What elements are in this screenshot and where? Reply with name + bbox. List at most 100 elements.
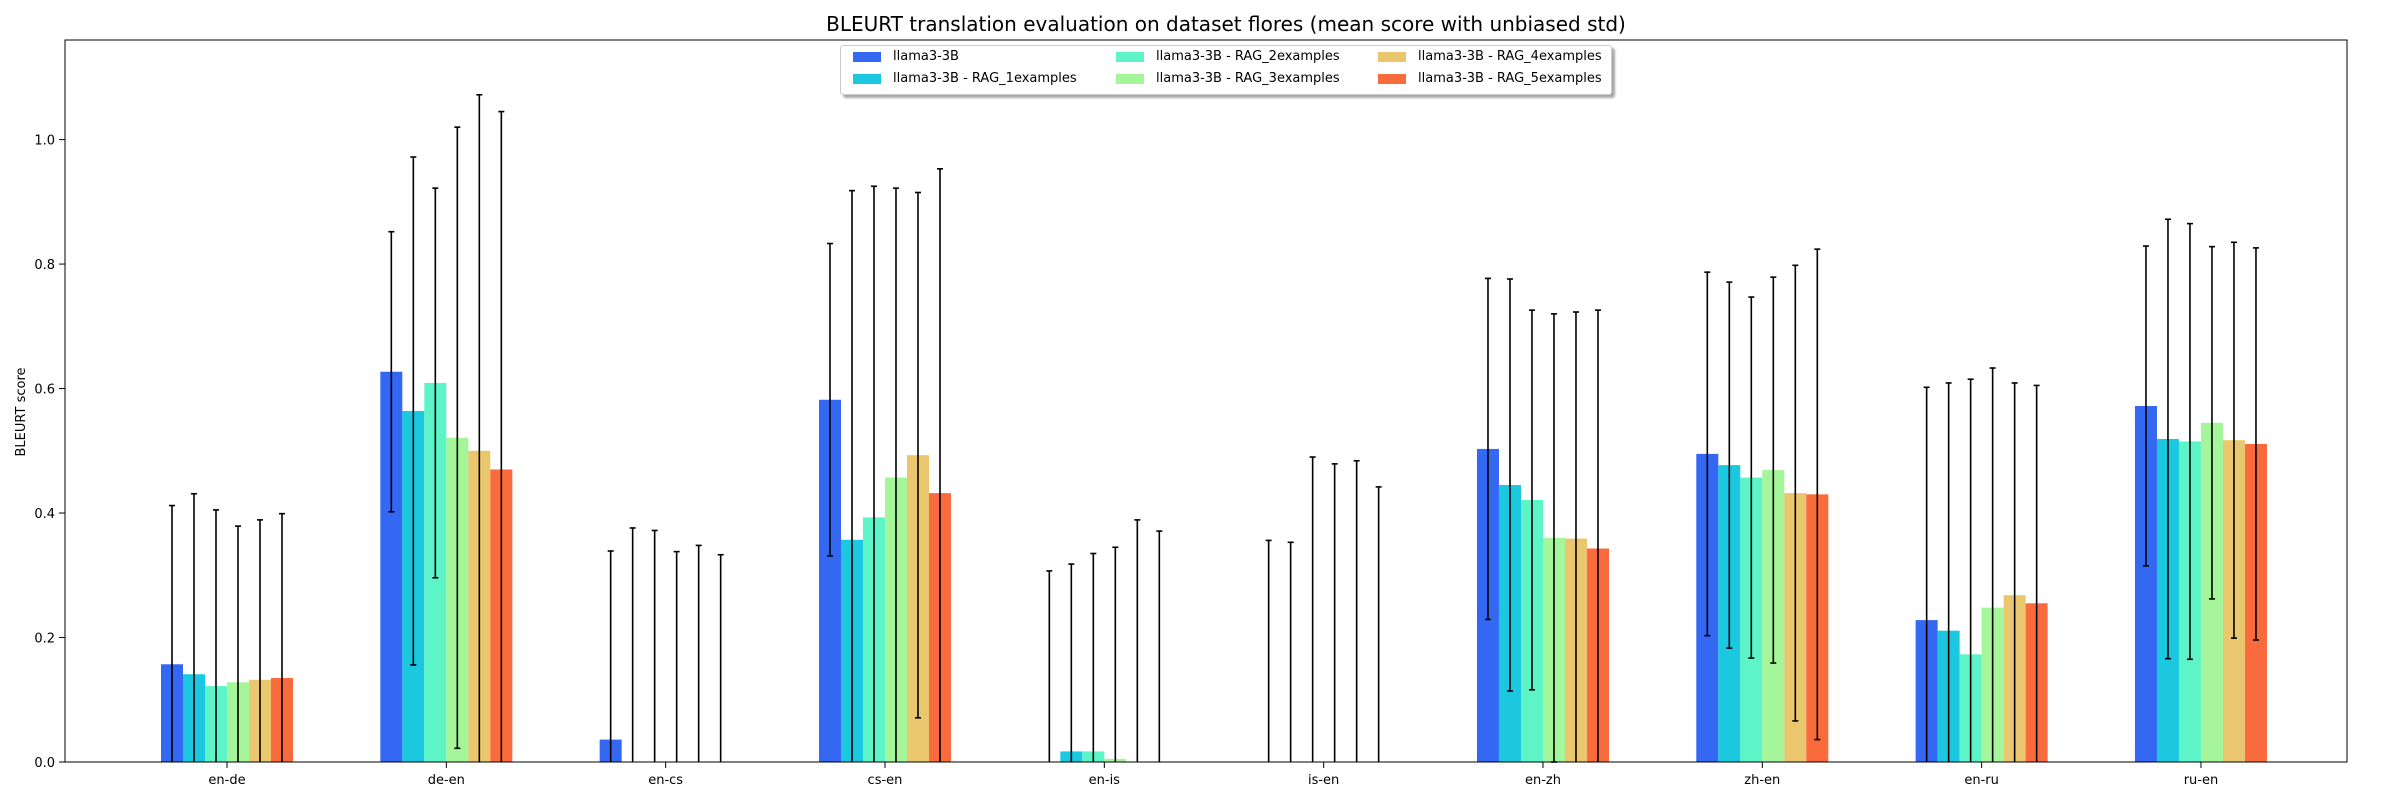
legend-label: llama3-3B - RAG_2examples	[1156, 49, 1340, 64]
error-bar	[607, 550, 614, 762]
legend-label: llama3-3B	[893, 49, 959, 64]
error-bar	[1375, 486, 1382, 762]
error-bar	[2252, 247, 2259, 641]
error-bar	[1726, 281, 1733, 649]
error-bar	[235, 525, 241, 762]
error-bar	[2011, 382, 2018, 762]
legend-item: llama3-3B - RAG_4examples	[1378, 49, 1602, 64]
legend-label: llama3-3B - RAG_1examples	[893, 71, 1077, 86]
y-tick-label: 0.4	[34, 507, 55, 522]
error-bar	[2186, 222, 2193, 661]
error-bar	[454, 126, 461, 750]
x-tick-label: en-cs	[648, 773, 683, 788]
legend-item: llama3-3B	[853, 49, 959, 64]
error-bar	[695, 544, 702, 762]
error-bar	[2164, 218, 2171, 660]
error-bar	[2208, 245, 2215, 600]
error-bar	[1068, 563, 1075, 762]
error-bar	[1814, 248, 1821, 741]
error-bar	[2142, 245, 2149, 567]
error-bar	[848, 189, 855, 762]
error-bar	[1704, 271, 1711, 637]
error-bar	[476, 93, 483, 762]
y-axis-label: BLEURT score	[14, 368, 29, 457]
error-bars	[169, 93, 2259, 763]
x-tick-label: en-is	[1089, 773, 1121, 788]
legend-swatch	[1116, 73, 1144, 84]
error-bar	[1572, 311, 1579, 762]
error-bar	[1967, 378, 1974, 762]
error-bar	[717, 553, 724, 762]
error-bar	[914, 191, 921, 719]
bar	[2134, 405, 2157, 762]
error-bar	[498, 110, 505, 762]
error-bar	[257, 519, 263, 762]
y-tick-label: 0.6	[34, 383, 55, 398]
legend: llama3-3B llama3-3B - RAG_1examples llama3…	[840, 45, 1612, 95]
error-bar	[1528, 309, 1535, 691]
error-bar	[1156, 530, 1163, 762]
y-tick-label: 0.8	[34, 258, 55, 273]
error-bar	[1594, 309, 1601, 762]
y-tick-label: 0.0	[34, 756, 55, 771]
error-bar	[1792, 264, 1799, 722]
bars	[161, 371, 2267, 762]
error-bar	[673, 550, 680, 762]
error-bar	[1331, 463, 1338, 762]
x-tick-label: en-zh	[1525, 773, 1561, 788]
error-bar	[1287, 541, 1294, 762]
legend-label: llama3-3B - RAG_3examples	[1156, 71, 1340, 86]
error-bar	[1090, 552, 1097, 762]
legend-item: llama3-3B - RAG_1examples	[853, 71, 1077, 86]
error-bar	[1484, 277, 1491, 621]
bar	[380, 371, 403, 762]
error-bar	[1945, 382, 1952, 762]
x-tick-label: zh-en	[1744, 773, 1780, 788]
x-tick-label: cs-en	[868, 773, 903, 788]
legend-swatch	[1378, 73, 1406, 84]
legend-label: llama3-3B - RAG_5examples	[1418, 71, 1602, 86]
x-tick-label: en-de	[208, 773, 245, 788]
y-tick-label: 1.0	[34, 134, 55, 149]
legend-swatch	[1378, 51, 1406, 62]
legend-item: llama3-3B - RAG_5examples	[1378, 71, 1602, 86]
legend-item: llama3-3B - RAG_2examples	[1116, 49, 1340, 64]
error-bar	[1989, 367, 1996, 762]
error-bar	[1353, 459, 1360, 762]
error-bar	[826, 242, 833, 557]
error-bar	[1770, 276, 1777, 664]
chart-title: BLEURT translation evaluation on dataset…	[826, 12, 1626, 36]
error-bar	[169, 504, 175, 762]
legend-swatch	[1116, 51, 1144, 62]
error-bar	[279, 512, 285, 762]
error-bar	[191, 492, 197, 762]
error-bar	[1309, 456, 1316, 762]
y-tick-label: 0.2	[34, 632, 55, 647]
error-bar	[1134, 519, 1141, 762]
error-bar	[410, 156, 417, 666]
error-bar	[432, 187, 439, 579]
error-bar	[870, 185, 877, 762]
error-bar	[1112, 546, 1119, 762]
x-tick-label: de-en	[428, 773, 465, 788]
error-bar	[936, 168, 943, 762]
error-bar	[892, 187, 899, 762]
legend-swatch	[853, 73, 881, 84]
error-bar	[1265, 539, 1272, 762]
bar	[818, 399, 841, 762]
error-bar	[2230, 241, 2237, 639]
error-bar	[1748, 296, 1755, 659]
error-bar	[213, 509, 219, 762]
x-tick-label: en-ru	[1964, 773, 1999, 788]
error-bar	[1506, 278, 1513, 692]
error-bar	[1923, 386, 1930, 762]
error-bar	[651, 529, 658, 762]
x-tick-label: is-en	[1308, 773, 1339, 788]
legend-item: llama3-3B - RAG_3examples	[1116, 71, 1340, 86]
legend-label: llama3-3B - RAG_4examples	[1418, 49, 1602, 64]
plot-area	[64, 39, 2348, 763]
error-bar	[388, 230, 395, 513]
axis-ticks: 0.0 0.2 0.4 0.6 0.8 1.0 en-de de-en en-cs cs-en en…	[34, 134, 2218, 788]
